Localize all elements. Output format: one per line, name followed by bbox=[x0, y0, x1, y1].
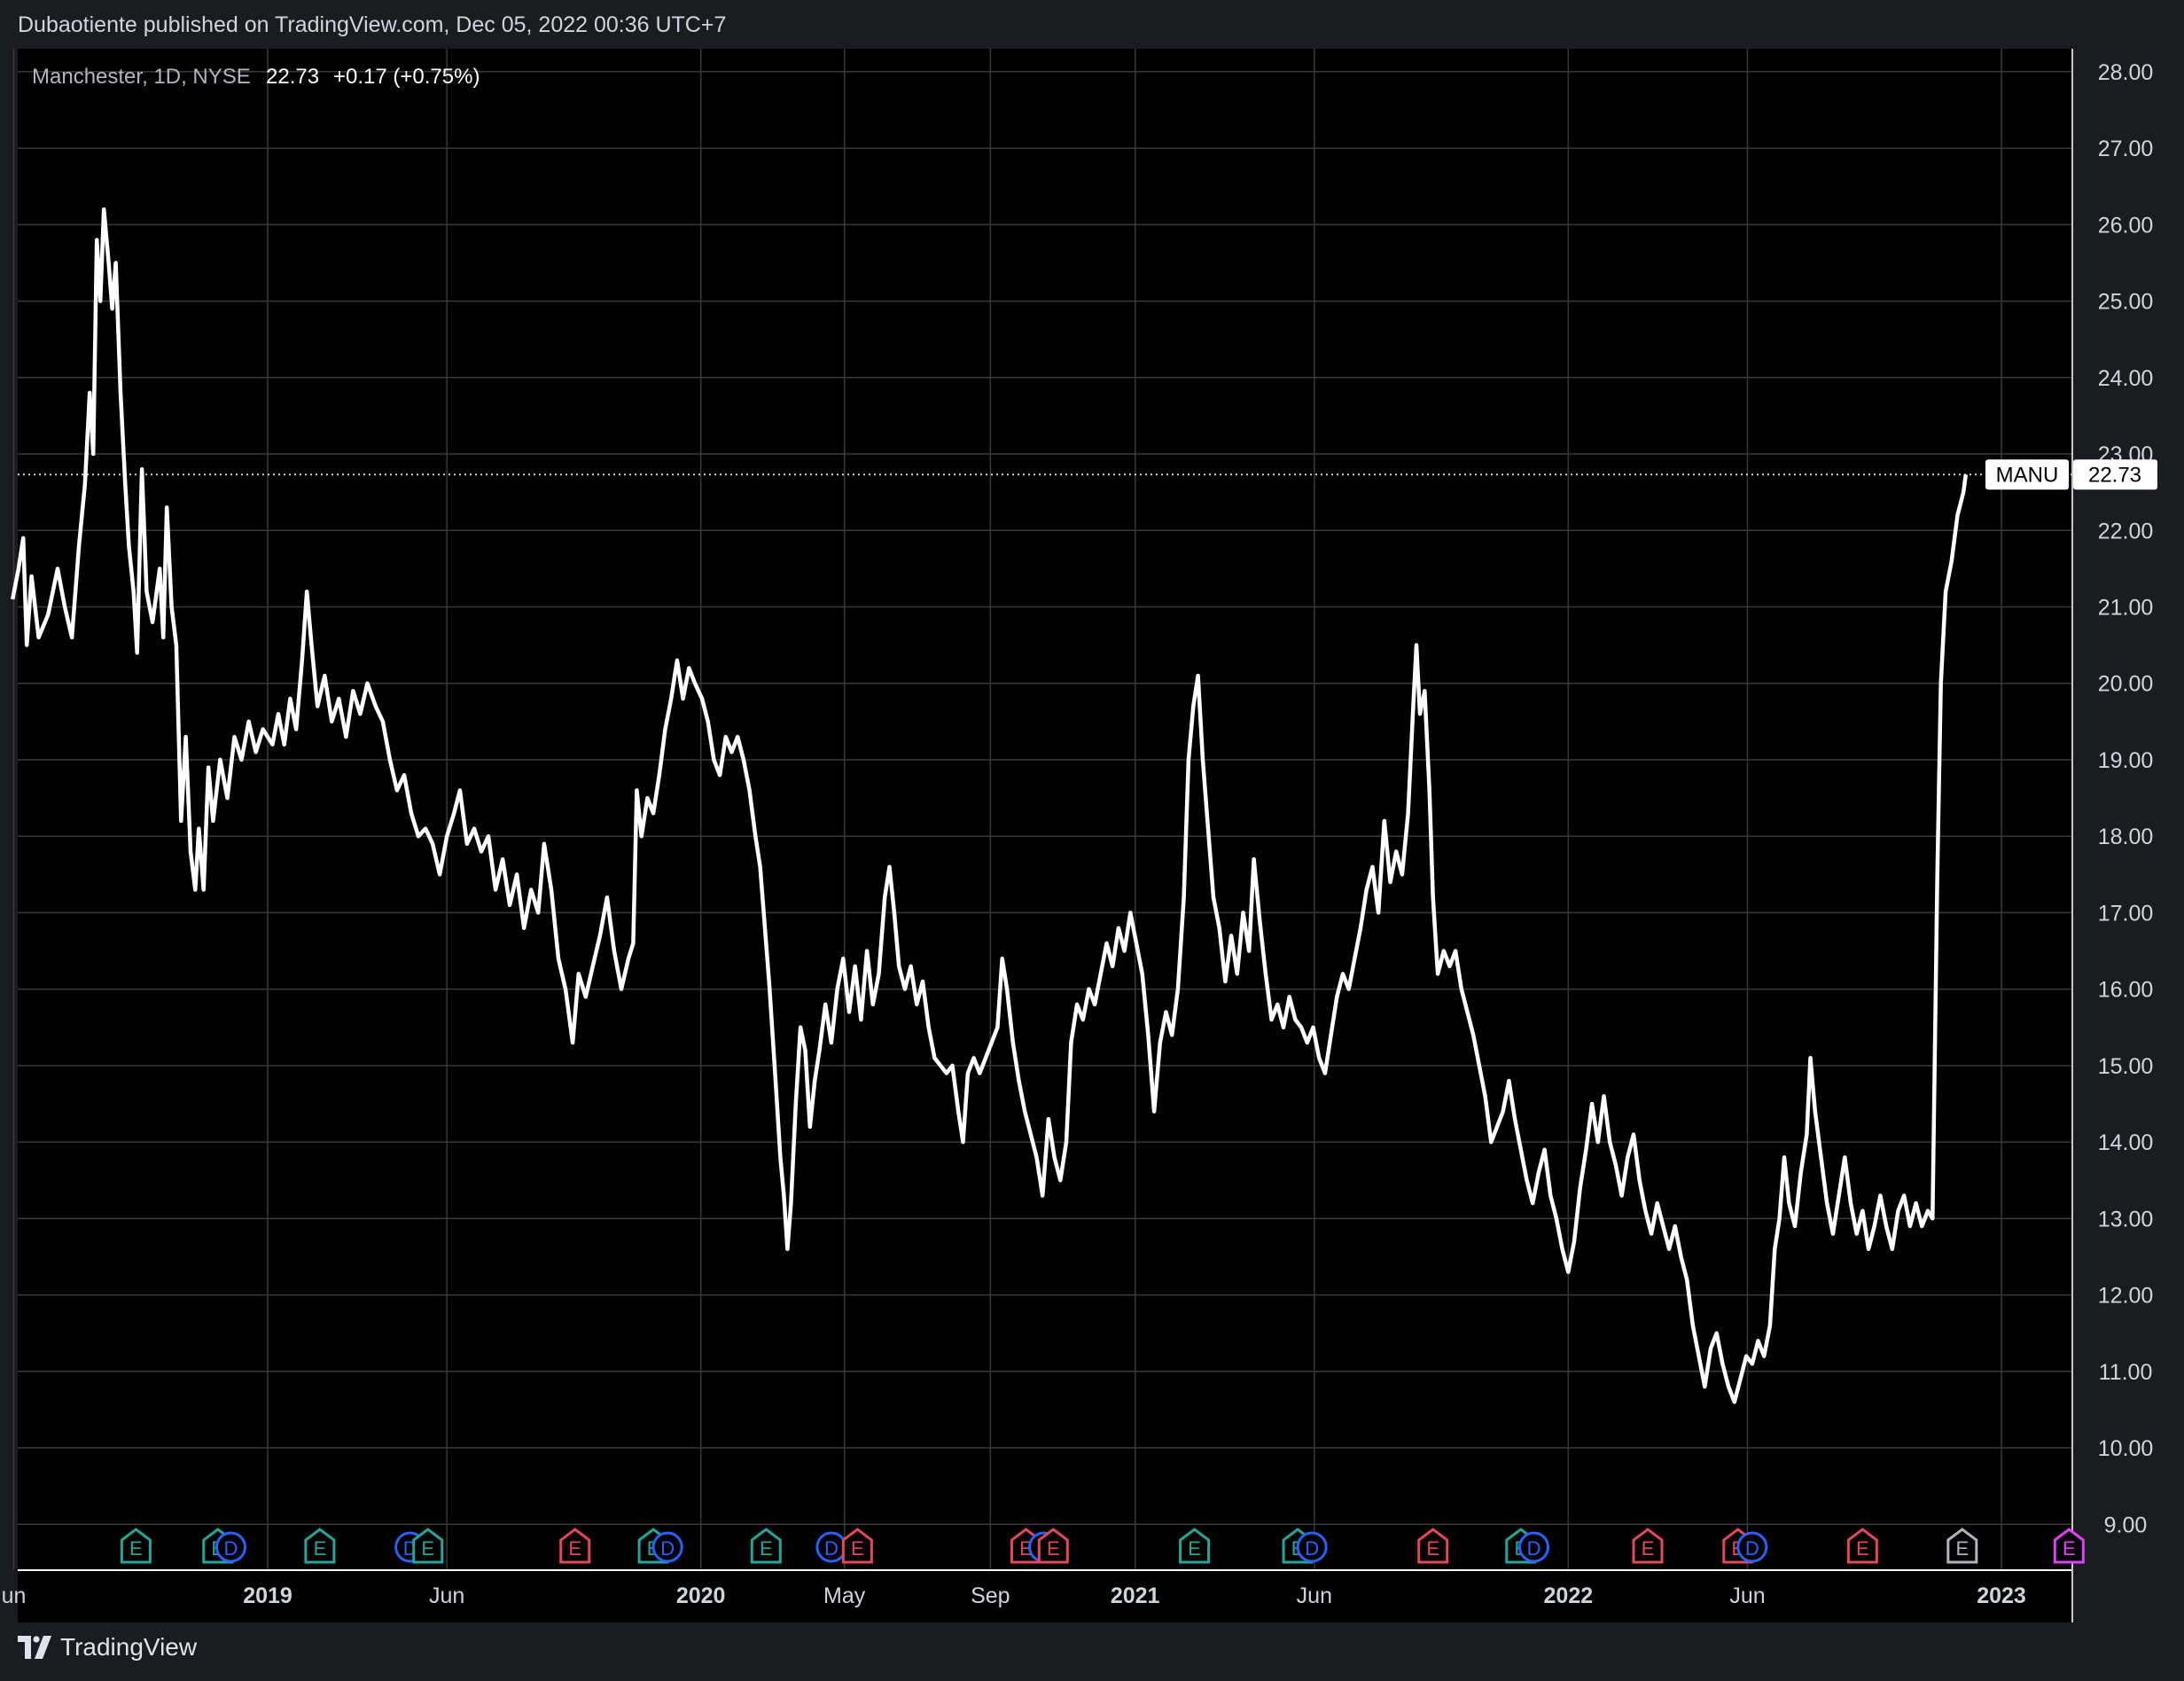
price-tick-label: 13.00 bbox=[2098, 1207, 2154, 1231]
earnings-marker bbox=[1846, 1528, 1878, 1564]
event-marker-label: E bbox=[1856, 1537, 1869, 1560]
grid-lines bbox=[12, 49, 2072, 1570]
event-marker-label: E bbox=[1426, 1537, 1439, 1560]
event-marker-label: E bbox=[1047, 1537, 1060, 1560]
price-tick-label: 18.00 bbox=[2098, 825, 2154, 849]
event-markers[interactable]: EEDEDEEEDEDEEDEEEDEEDEEDEEE bbox=[120, 1528, 2085, 1564]
price-chart[interactable]: 9.00 10.00 11.00 12.00 13.00 14.00 15.00 16.00 1… bbox=[0, 0, 2184, 1622]
event-marker-label: D bbox=[824, 1537, 838, 1560]
time-tick-label: 2020 bbox=[676, 1583, 726, 1608]
dividend-marker bbox=[214, 1531, 246, 1563]
event-marker-label: E bbox=[2063, 1537, 2076, 1560]
earnings-marker bbox=[2053, 1528, 2085, 1564]
time-tick-label: 2022 bbox=[1544, 1583, 1594, 1608]
price-tick-label: 25.00 bbox=[2098, 290, 2154, 315]
price-tick-label: 12.00 bbox=[2098, 1284, 2154, 1309]
event-marker-label: E bbox=[314, 1537, 327, 1560]
time-tick-label: Jun bbox=[429, 1583, 464, 1608]
event-marker-label: D bbox=[660, 1537, 675, 1560]
price-tick-label: 14.00 bbox=[2098, 1130, 2154, 1155]
price-tick-label: 22.00 bbox=[2098, 519, 2154, 543]
footer-brand-label: TradingView bbox=[60, 1633, 198, 1661]
event-marker-label: D bbox=[224, 1537, 238, 1560]
earnings-marker bbox=[120, 1528, 152, 1564]
event-marker-label: E bbox=[760, 1537, 773, 1560]
earnings-marker bbox=[1632, 1528, 1664, 1564]
time-tick-label: Sep bbox=[971, 1583, 1010, 1608]
time-tick-label: Jun bbox=[1297, 1583, 1332, 1608]
price-tick-label: 27.00 bbox=[2098, 137, 2154, 161]
last-price-tag: MANU 22.73 bbox=[1985, 459, 2157, 490]
price-tick-label: 20.00 bbox=[2098, 672, 2154, 697]
earnings-marker bbox=[559, 1528, 591, 1564]
earnings-marker bbox=[841, 1528, 873, 1564]
price-tick-label: 26.00 bbox=[2098, 213, 2154, 238]
price-tick-label: 21.00 bbox=[2098, 595, 2154, 620]
ticker-box bbox=[1985, 459, 2069, 490]
time-tick-label: Jun bbox=[1729, 1583, 1765, 1608]
price-tick-label: 24.00 bbox=[2098, 366, 2154, 391]
legend: Manchester, 1D, NYSE 22.73 +0.17 (+0.75%… bbox=[32, 65, 480, 89]
dividend-marker bbox=[1296, 1531, 1328, 1563]
price-tick-label: 19.00 bbox=[2098, 748, 2154, 773]
time-tick-label: 2021 bbox=[1111, 1583, 1160, 1608]
dividend-marker bbox=[1518, 1531, 1550, 1563]
event-marker-label: E bbox=[129, 1537, 143, 1560]
price-value-label: 22.73 bbox=[2088, 463, 2141, 487]
time-tick-label: 2019 bbox=[243, 1583, 292, 1608]
price-tick-label: 15.00 bbox=[2098, 1054, 2154, 1079]
event-marker-label: D bbox=[1527, 1537, 1541, 1560]
footer-brand[interactable]: TradingView bbox=[18, 1633, 197, 1661]
time-tick-label: 2023 bbox=[1977, 1583, 2026, 1608]
event-marker-label: D bbox=[1745, 1537, 1759, 1560]
price-series-line bbox=[10, 207, 1969, 1404]
event-marker-label: E bbox=[1642, 1537, 1655, 1560]
event-marker-label: E bbox=[421, 1537, 434, 1560]
price-tick-label: 9.00 bbox=[2104, 1513, 2148, 1537]
published-caption: Dubaotiente published on TradingView.com… bbox=[18, 12, 727, 37]
event-marker-label: E bbox=[851, 1537, 864, 1560]
legend-change: +0.17 (+0.75%) bbox=[333, 65, 480, 89]
earnings-marker bbox=[750, 1528, 782, 1564]
legend-symbol: Manchester, 1D, NYSE bbox=[32, 65, 251, 89]
legend-price: 22.73 bbox=[266, 65, 319, 89]
dividend-marker bbox=[1736, 1531, 1768, 1563]
event-marker-label: E bbox=[1955, 1537, 1969, 1560]
price-tick-label: 28.00 bbox=[2098, 60, 2154, 85]
price-value-box bbox=[2073, 459, 2157, 490]
ticker-label: MANU bbox=[1996, 463, 2059, 487]
event-marker-label: D bbox=[1305, 1537, 1319, 1560]
time-tick-label: un bbox=[2, 1583, 27, 1608]
dividend-marker bbox=[651, 1531, 683, 1563]
tradingview-logo-icon bbox=[18, 1636, 51, 1659]
time-tick-label: May bbox=[823, 1583, 866, 1608]
earnings-marker bbox=[1037, 1528, 1069, 1564]
earnings-marker bbox=[1417, 1528, 1449, 1564]
price-tick-label: 10.00 bbox=[2098, 1436, 2154, 1461]
earnings-marker bbox=[1179, 1528, 1211, 1564]
time-axis[interactable]: un 2019 Jun 2020 May Sep 2021 Jun 2022 Jun 2023 bbox=[2, 1583, 2026, 1608]
earnings-marker bbox=[412, 1528, 444, 1564]
price-tick-label: 16.00 bbox=[2098, 978, 2154, 1003]
earnings-marker bbox=[304, 1528, 336, 1564]
event-marker-label: E bbox=[568, 1537, 581, 1560]
event-marker-label: E bbox=[1188, 1537, 1201, 1560]
price-tick-label: 17.00 bbox=[2098, 901, 2154, 926]
price-axis[interactable]: 9.00 10.00 11.00 12.00 13.00 14.00 15.00 16.00 1… bbox=[2098, 60, 2154, 1537]
price-tick-label: 11.00 bbox=[2099, 1360, 2153, 1385]
earnings-marker bbox=[1946, 1528, 1978, 1564]
